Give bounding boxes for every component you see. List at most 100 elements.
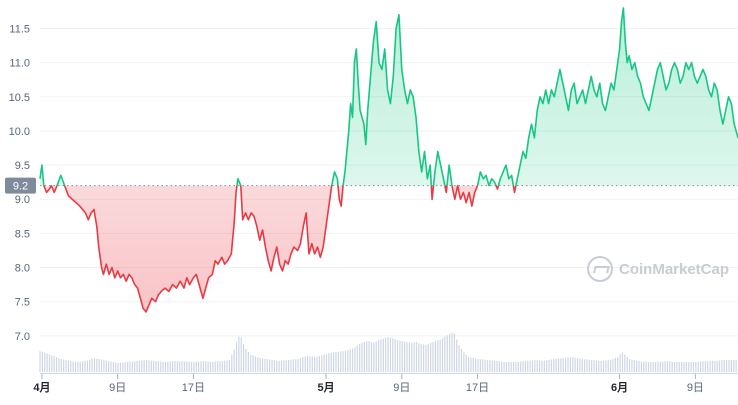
volume-bar [583, 359, 586, 372]
volume-bar [437, 340, 439, 372]
volume-bar [560, 358, 562, 372]
volume-bar [231, 354, 233, 372]
volume-bar [51, 355, 53, 372]
volume-bar [198, 361, 200, 372]
volume-bar [207, 361, 209, 372]
volume-bar [377, 339, 380, 372]
volume-bar [340, 351, 342, 372]
price-line-below[interactable] [40, 8, 738, 313]
volume-bar [82, 361, 84, 372]
volume-bar [458, 345, 460, 372]
volume-bar [652, 362, 654, 372]
volume-bar [363, 341, 365, 372]
volume-bar [541, 360, 543, 372]
volume-bar [548, 359, 550, 372]
volume-bar [93, 358, 96, 372]
volume-bar [108, 361, 110, 372]
area-fill-below [43, 185, 516, 312]
volume-bar [283, 360, 285, 372]
volume-bar [58, 358, 60, 372]
volume-bar [110, 361, 112, 372]
baseline-badge-box [5, 177, 36, 194]
y-tick-label: 7.0 [15, 331, 30, 343]
volume-bar [569, 357, 571, 372]
volume-bar [728, 360, 730, 372]
volume-bar [683, 362, 685, 372]
volume-bar [695, 361, 697, 372]
coinmarketcap-watermark: CoinMarketCap [587, 256, 729, 282]
volume-bar [671, 361, 673, 372]
volume-bar [60, 359, 62, 372]
volume-bar [479, 359, 481, 372]
volume-bar [399, 340, 401, 372]
volume-bar [550, 359, 553, 372]
volume-bar [290, 359, 292, 372]
volume-bar [143, 360, 145, 372]
watermark-text: CoinMarketCap [619, 260, 730, 278]
volume-bar [98, 359, 100, 372]
volume-bar [555, 358, 557, 372]
volume-bar [543, 360, 545, 372]
volume-bar [74, 361, 77, 372]
volume-bar [636, 360, 638, 372]
volume-bar [704, 361, 706, 372]
volume-bar [179, 361, 181, 372]
volume-bar [278, 360, 280, 372]
volume-bar [162, 361, 164, 372]
volume-bar [131, 361, 133, 372]
volume-bar [482, 359, 484, 372]
volume-bar [484, 359, 486, 372]
volume-bar [463, 352, 465, 372]
volume-bar [730, 360, 732, 372]
volume-bar [619, 353, 621, 372]
volume-bar [155, 361, 157, 372]
volume-bar [430, 342, 432, 372]
volume-bar [600, 360, 602, 372]
volume-bar [105, 360, 107, 372]
volume-bar [697, 361, 699, 372]
volume-bar [370, 342, 373, 372]
volume-bar [425, 344, 427, 372]
volume-bar [718, 360, 721, 372]
y-tick-label: 7.5 [15, 297, 30, 309]
volume-bar [657, 361, 659, 372]
volume-bar [408, 342, 410, 372]
volume-bar [439, 339, 441, 372]
volume-bar [690, 362, 692, 372]
volume-bar [614, 357, 616, 372]
volume-bar [193, 361, 195, 372]
volume-bar [714, 360, 716, 372]
volume-bar [489, 360, 491, 372]
volume-bar [432, 341, 434, 372]
volume-bar [692, 362, 695, 372]
volume-bar [392, 338, 394, 372]
volume-bar [174, 361, 176, 372]
volume-bar [681, 362, 683, 372]
volume-bar [733, 360, 735, 372]
volume-bar [427, 343, 429, 372]
volume-bar [631, 359, 633, 372]
volume-bar [531, 360, 534, 372]
volume-bar [141, 360, 143, 372]
volume-bar [311, 356, 313, 372]
volume-bar [171, 361, 174, 372]
volume-bar [716, 360, 718, 372]
volume-bar [129, 361, 131, 372]
volume-bar [252, 355, 254, 372]
volume-bar [567, 357, 569, 372]
volume-bar [216, 361, 219, 372]
volume-bar [404, 341, 406, 372]
volume-bar [375, 341, 377, 372]
price-line-above[interactable] [39, 7, 738, 312]
volume-bar [46, 353, 48, 372]
volume-bar [394, 339, 396, 372]
volume-bar [586, 359, 588, 372]
volume-bar [122, 362, 124, 372]
price-series[interactable] [39, 7, 738, 313]
volume-bar [382, 338, 384, 372]
volume-bar [396, 340, 399, 372]
volume-bar [612, 358, 614, 372]
x-tick-label: 17日 [466, 382, 489, 394]
